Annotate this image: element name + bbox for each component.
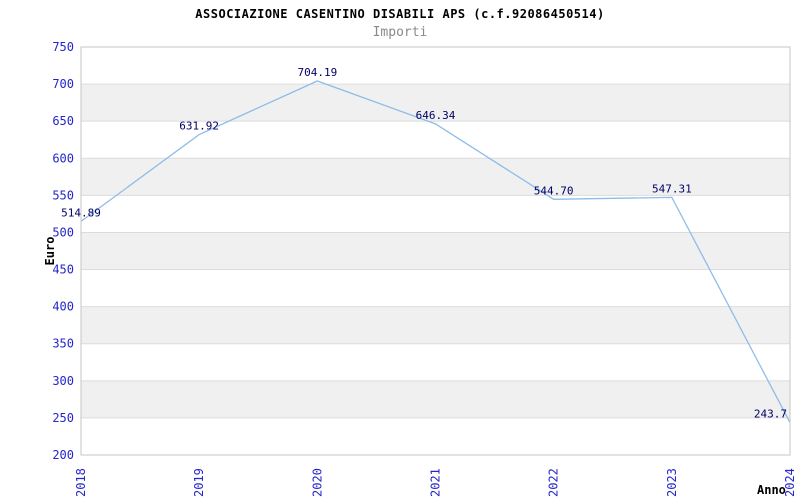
data-point-label: 704.19 xyxy=(297,66,337,79)
plot-band xyxy=(81,269,790,307)
chart-title: ASSOCIAZIONE CASENTINO DISABILI APS (c.f… xyxy=(195,7,605,21)
y-tick-label: 350 xyxy=(52,337,74,351)
plot-border xyxy=(80,46,791,456)
x-tick-label: 2021 xyxy=(429,468,443,497)
x-tick-label: 2019 xyxy=(192,468,206,497)
plot-band xyxy=(81,417,790,455)
data-point-label: 547.31 xyxy=(652,182,692,195)
y-tick-label: 700 xyxy=(52,77,74,91)
y-tick-label: 400 xyxy=(52,300,74,314)
y-tick-label: 200 xyxy=(52,448,74,462)
plot-band xyxy=(81,380,790,418)
x-tick-label: 2018 xyxy=(74,468,88,497)
plot-band xyxy=(81,47,790,85)
plot-band xyxy=(81,158,790,196)
line-series xyxy=(80,80,791,423)
x-axis-title: Anno xyxy=(757,483,786,497)
data-point-label: 243.7 xyxy=(754,408,787,421)
y-tick-label: 300 xyxy=(52,374,74,388)
y-tick-label: 750 xyxy=(52,40,74,54)
x-tick-label: 2024 xyxy=(783,468,797,497)
y-tick-label: 250 xyxy=(52,411,74,425)
plot-band xyxy=(81,232,790,270)
plot-band xyxy=(81,84,790,122)
plot-band xyxy=(81,121,790,159)
x-tick-label: 2022 xyxy=(547,468,561,497)
data-point-label: 646.34 xyxy=(416,109,456,122)
x-tick-label: 2020 xyxy=(310,468,324,497)
y-tick-label: 550 xyxy=(52,188,74,202)
data-point-label: 544.70 xyxy=(534,184,574,197)
x-tick-label: 2023 xyxy=(665,468,679,497)
plot-band xyxy=(81,195,790,233)
y-tick-label: 500 xyxy=(52,225,74,239)
y-tick-label: 450 xyxy=(52,263,74,277)
plot-band xyxy=(81,343,790,381)
chart-subtitle: Importi xyxy=(372,25,428,40)
y-tick-label: 650 xyxy=(52,114,74,128)
data-point-label: 631.92 xyxy=(179,120,219,133)
y-tick-label: 600 xyxy=(52,151,74,165)
data-point-label: 514.89 xyxy=(61,206,101,219)
plot-band xyxy=(81,306,790,344)
